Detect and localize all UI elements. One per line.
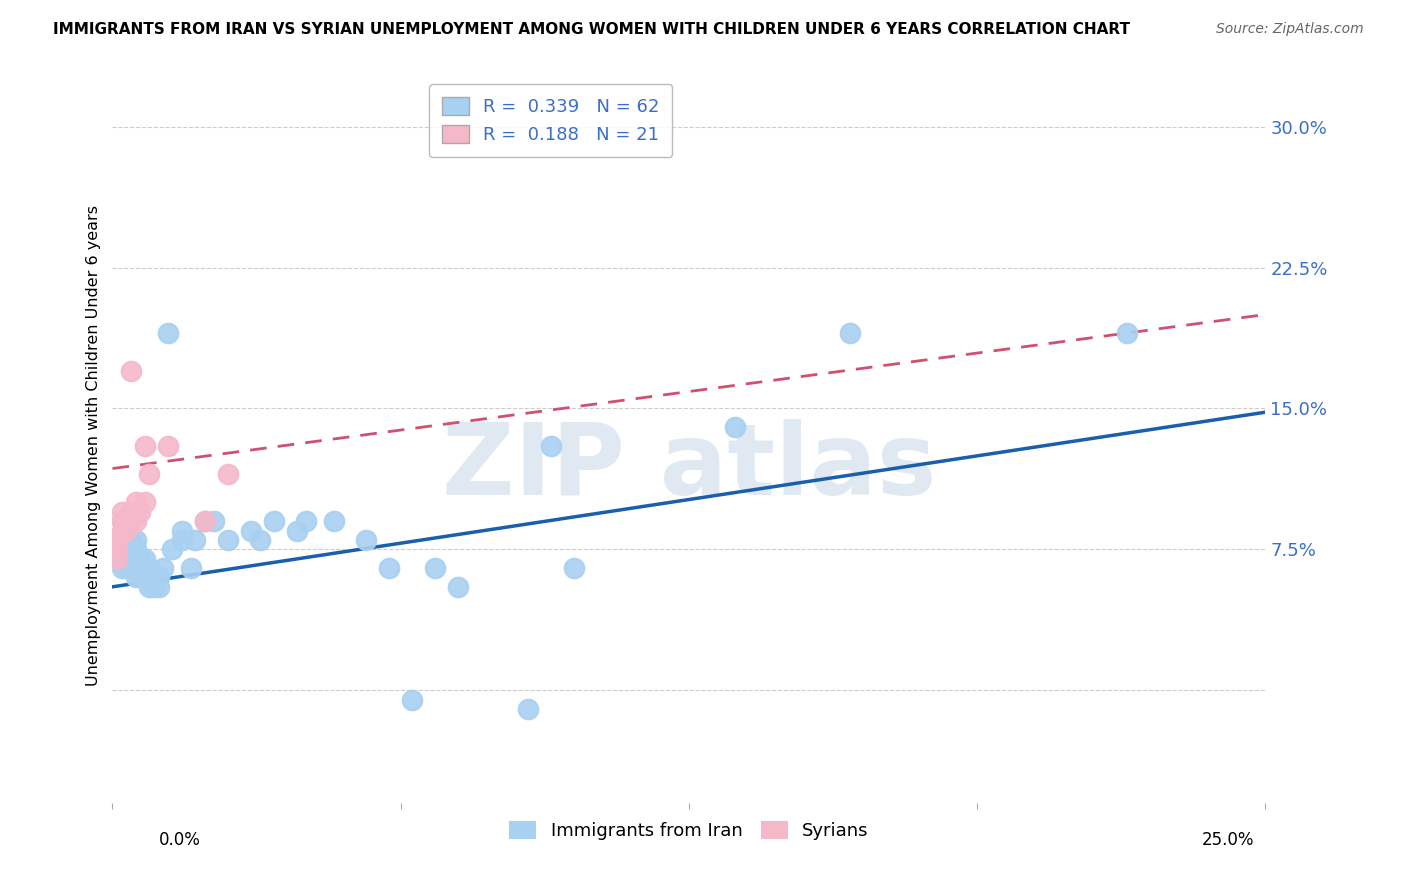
Point <box>120 514 142 528</box>
Point <box>105 533 128 547</box>
Point <box>148 570 170 584</box>
Point <box>138 467 160 482</box>
Point <box>124 505 146 519</box>
Point <box>124 561 146 575</box>
Point <box>138 561 160 575</box>
Point <box>105 542 128 557</box>
Text: IMMIGRANTS FROM IRAN VS SYRIAN UNEMPLOYMENT AMONG WOMEN WITH CHILDREN UNDER 6 YE: IMMIGRANTS FROM IRAN VS SYRIAN UNEMPLOYM… <box>53 22 1130 37</box>
Point <box>129 551 152 566</box>
Point <box>170 524 193 538</box>
Point <box>194 514 217 528</box>
Point <box>120 533 142 547</box>
Point <box>111 542 134 557</box>
Point <box>120 542 142 557</box>
Point <box>138 580 160 594</box>
Point <box>124 495 146 509</box>
Point <box>540 439 562 453</box>
Point <box>152 561 174 575</box>
Point <box>105 551 128 566</box>
Point <box>194 514 217 528</box>
Point <box>516 702 538 716</box>
Y-axis label: Unemployment Among Women with Children Under 6 years: Unemployment Among Women with Children U… <box>86 205 101 687</box>
Point <box>111 514 134 528</box>
Point <box>129 570 152 584</box>
Point <box>105 551 128 566</box>
Point <box>239 524 262 538</box>
Point <box>162 542 184 557</box>
Point <box>129 561 152 575</box>
Point <box>156 326 179 341</box>
Point <box>217 467 239 482</box>
Point <box>138 570 160 584</box>
Point <box>562 561 585 575</box>
Point <box>115 561 138 575</box>
Point <box>124 533 146 547</box>
Point <box>184 533 207 547</box>
Point <box>115 551 138 566</box>
Point <box>111 505 134 519</box>
Point <box>148 580 170 594</box>
Point <box>111 514 134 528</box>
Point <box>1116 326 1139 341</box>
Point <box>839 326 862 341</box>
Point <box>105 542 128 557</box>
Text: ZIP atlas: ZIP atlas <box>441 419 936 516</box>
Point <box>120 364 142 378</box>
Point <box>120 561 142 575</box>
Point <box>124 542 146 557</box>
Point <box>105 533 128 547</box>
Point <box>134 570 156 584</box>
Point <box>111 524 134 538</box>
Point <box>134 439 156 453</box>
Point <box>120 551 142 566</box>
Point <box>295 514 318 528</box>
Point <box>425 561 447 575</box>
Legend: Immigrants from Iran, Syrians: Immigrants from Iran, Syrians <box>502 814 876 847</box>
Point <box>115 533 138 547</box>
Point <box>354 533 377 547</box>
Point <box>124 551 146 566</box>
Point <box>124 514 146 528</box>
Point <box>322 514 344 528</box>
Point <box>263 514 285 528</box>
Point <box>134 561 156 575</box>
Point <box>134 495 156 509</box>
Point <box>249 533 271 547</box>
Point <box>143 570 166 584</box>
Point <box>156 439 179 453</box>
Point <box>120 505 142 519</box>
Point <box>180 561 202 575</box>
Text: Source: ZipAtlas.com: Source: ZipAtlas.com <box>1216 22 1364 37</box>
Point <box>447 580 470 594</box>
Point <box>111 551 134 566</box>
Point <box>115 542 138 557</box>
Point <box>378 561 401 575</box>
Point <box>111 561 134 575</box>
Point <box>143 580 166 594</box>
Point <box>170 533 193 547</box>
Point <box>217 533 239 547</box>
Point <box>724 420 747 434</box>
Point <box>111 533 134 547</box>
Point <box>124 570 146 584</box>
Point <box>134 551 156 566</box>
Point <box>401 692 423 706</box>
Point <box>105 533 128 547</box>
Point <box>285 524 308 538</box>
Point <box>115 514 138 528</box>
Point <box>115 524 138 538</box>
Text: 0.0%: 0.0% <box>159 831 201 849</box>
Point <box>129 505 152 519</box>
Point <box>202 514 225 528</box>
Text: 25.0%: 25.0% <box>1201 831 1254 849</box>
